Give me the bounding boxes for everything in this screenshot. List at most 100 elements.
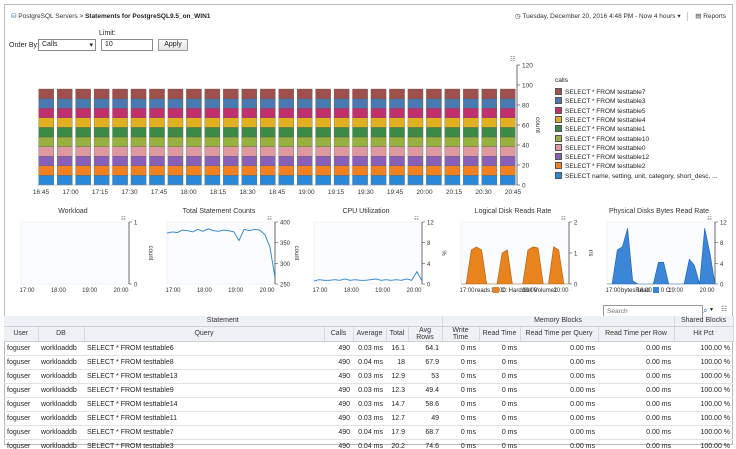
legend-item[interactable]: SELECT name, setting, unit, category, sh… bbox=[555, 171, 718, 180]
column-header-query[interactable]: Query bbox=[84, 326, 325, 342]
table-cell: 0 ms bbox=[442, 341, 479, 356]
table-row[interactable]: foguser workloaddb SELECT * FROM testtable… bbox=[4, 355, 734, 370]
column-header-read-time[interactable]: Read Time bbox=[479, 326, 521, 342]
bar-segment bbox=[296, 165, 313, 176]
bar-segment bbox=[130, 117, 147, 128]
reports-button[interactable]: ▤ Reports bbox=[695, 13, 726, 20]
table-cell: SELECT * FROM testtable13 bbox=[84, 369, 324, 384]
column-header-write-time[interactable]: Write Time bbox=[442, 326, 480, 342]
bar-segment bbox=[370, 146, 387, 157]
legend-label: SELECT * FROM testtable3 bbox=[565, 98, 646, 106]
bar-segment bbox=[352, 117, 368, 128]
bar-segment bbox=[186, 108, 202, 118]
time-range-selector[interactable]: ◷ Tuesday, December 20, 2016 4:48 PM - N… bbox=[515, 13, 682, 20]
column-header-avg-rows[interactable]: Avg Rows bbox=[408, 326, 443, 342]
bar-segment bbox=[444, 165, 461, 176]
column-header-calls[interactable]: Calls bbox=[324, 326, 354, 342]
bar-segment bbox=[333, 146, 350, 157]
table-cell: 12.7 bbox=[386, 411, 408, 426]
bar-segment bbox=[500, 146, 516, 157]
chart-menu-icon[interactable]: ☷ bbox=[707, 216, 712, 222]
bar-segment bbox=[444, 127, 461, 138]
table-cell: 12.3 bbox=[386, 383, 408, 398]
bar-segment bbox=[75, 175, 91, 186]
table-row[interactable]: foguser workloaddb SELECT * FROM testtable… bbox=[4, 411, 734, 426]
table-cell: foguser bbox=[4, 397, 38, 412]
x-tick-label: 17:00 bbox=[459, 288, 475, 294]
chevron-down-icon[interactable]: ▾ bbox=[710, 307, 714, 313]
apply-button[interactable]: Apply bbox=[158, 39, 188, 51]
legend-item[interactable]: SELECT * FROM testtable3 bbox=[555, 97, 645, 105]
x-tick-label: 16:45 bbox=[33, 189, 50, 196]
bar-segment bbox=[75, 156, 91, 166]
column-header-average[interactable]: Average bbox=[353, 326, 387, 342]
column-header-read-time-per-query[interactable]: Read Time per Query bbox=[520, 326, 599, 342]
legend-label: SELECT * FROM testtable7 bbox=[565, 89, 646, 96]
bar-segment bbox=[426, 98, 442, 109]
order-by-value: Calls bbox=[42, 41, 58, 48]
legend-item[interactable]: SELECT * FROM testtable4 bbox=[555, 115, 645, 124]
area-series bbox=[461, 246, 569, 285]
bar-segment bbox=[260, 136, 276, 147]
bar-segment bbox=[204, 117, 221, 128]
column-header-total[interactable]: Total bbox=[386, 326, 409, 342]
column-chooser-icon[interactable]: ☷ bbox=[721, 306, 728, 313]
bar-segment bbox=[186, 98, 202, 109]
order-by-select[interactable]: Calls ▾ bbox=[38, 39, 96, 51]
legend-item[interactable]: SELECT * FROM testtable5 bbox=[555, 106, 645, 115]
chart-menu-icon[interactable]: ☷ bbox=[561, 216, 566, 222]
group-header-shared: Shared Blocks bbox=[674, 316, 734, 327]
bar-segment bbox=[389, 117, 405, 128]
legend-item[interactable]: SELECT * FROM testtable7 bbox=[555, 88, 645, 96]
table-row[interactable]: foguser workloaddb SELECT * FROM testtable… bbox=[4, 369, 734, 384]
bar-segment bbox=[463, 165, 479, 176]
table-row[interactable]: foguser workloaddb SELECT * FROM testtable… bbox=[4, 397, 734, 412]
table-cell: 18 bbox=[386, 355, 408, 370]
bar-segment bbox=[130, 175, 147, 186]
bar-segment bbox=[389, 98, 405, 109]
table-cell: 0.00 ms bbox=[520, 397, 598, 412]
table-row[interactable]: foguser workloaddb SELECT * FROM testtable… bbox=[4, 383, 734, 398]
bar-segment bbox=[333, 175, 350, 186]
chart-menu-icon[interactable]: ☷ bbox=[121, 216, 126, 222]
legend-item[interactable]: SELECT * FROM testtable0 bbox=[555, 143, 645, 152]
column-header-read-time-per-row[interactable]: Read Time per Row bbox=[598, 326, 675, 342]
limit-input[interactable]: 10 bbox=[101, 39, 153, 51]
table-cell: 0 ms bbox=[442, 355, 479, 370]
table-row[interactable]: foguser workloaddb SELECT * FROM testtable… bbox=[4, 425, 734, 440]
bar-segment bbox=[444, 108, 461, 118]
bar-segment bbox=[426, 108, 442, 118]
bar-segment bbox=[333, 127, 350, 138]
table-cell: 49 bbox=[408, 411, 442, 426]
search-icon[interactable]: ⌕ bbox=[703, 306, 708, 315]
bar-segment bbox=[93, 175, 110, 186]
legend-item[interactable]: SELECT * FROM testtable10 bbox=[555, 134, 649, 143]
chart-menu-icon[interactable]: ☷ bbox=[414, 216, 419, 222]
bar-segment bbox=[130, 156, 147, 166]
breadcrumb-root[interactable]: PostgreSQL Servers bbox=[18, 13, 78, 20]
chart-menu-icon[interactable]: ☷ bbox=[510, 56, 515, 63]
legend-item[interactable]: SELECT * FROM testtable12 bbox=[555, 153, 649, 161]
x-tick-label: 17:00 bbox=[605, 288, 621, 294]
chart-menu-icon[interactable]: ☷ bbox=[267, 216, 272, 222]
table-row[interactable]: foguser workloaddb SELECT * FROM testtable… bbox=[4, 439, 734, 449]
legend-item[interactable]: SELECT * FROM testtable2 bbox=[555, 162, 645, 170]
x-tick-label: 19:00 bbox=[375, 288, 391, 294]
bar-segment bbox=[241, 127, 258, 138]
column-header-user[interactable]: User bbox=[4, 326, 39, 342]
bar-segment bbox=[278, 165, 294, 176]
x-tick-label: 17:00 bbox=[312, 288, 328, 294]
column-header-hit-pct[interactable]: Hit Pct bbox=[674, 326, 734, 342]
table-cell: 0.03 ms bbox=[353, 369, 386, 384]
legend-label: SELECT name, setting, unit, category, sh… bbox=[565, 172, 718, 180]
bar-segment bbox=[130, 88, 147, 99]
mini-chart-title: Logical Disk Reads Rate bbox=[474, 208, 552, 215]
column-header-db[interactable]: DB bbox=[38, 326, 85, 342]
table-row[interactable]: foguser workloaddb SELECT * FROM testtable… bbox=[4, 341, 734, 356]
mini-chart-title: Workload bbox=[58, 208, 88, 215]
bar-segment bbox=[481, 156, 498, 166]
legend-item[interactable]: SELECT * FROM testtable1 bbox=[555, 125, 645, 133]
bar-segment bbox=[333, 117, 350, 128]
x-tick-label: 19:00 bbox=[298, 189, 315, 196]
